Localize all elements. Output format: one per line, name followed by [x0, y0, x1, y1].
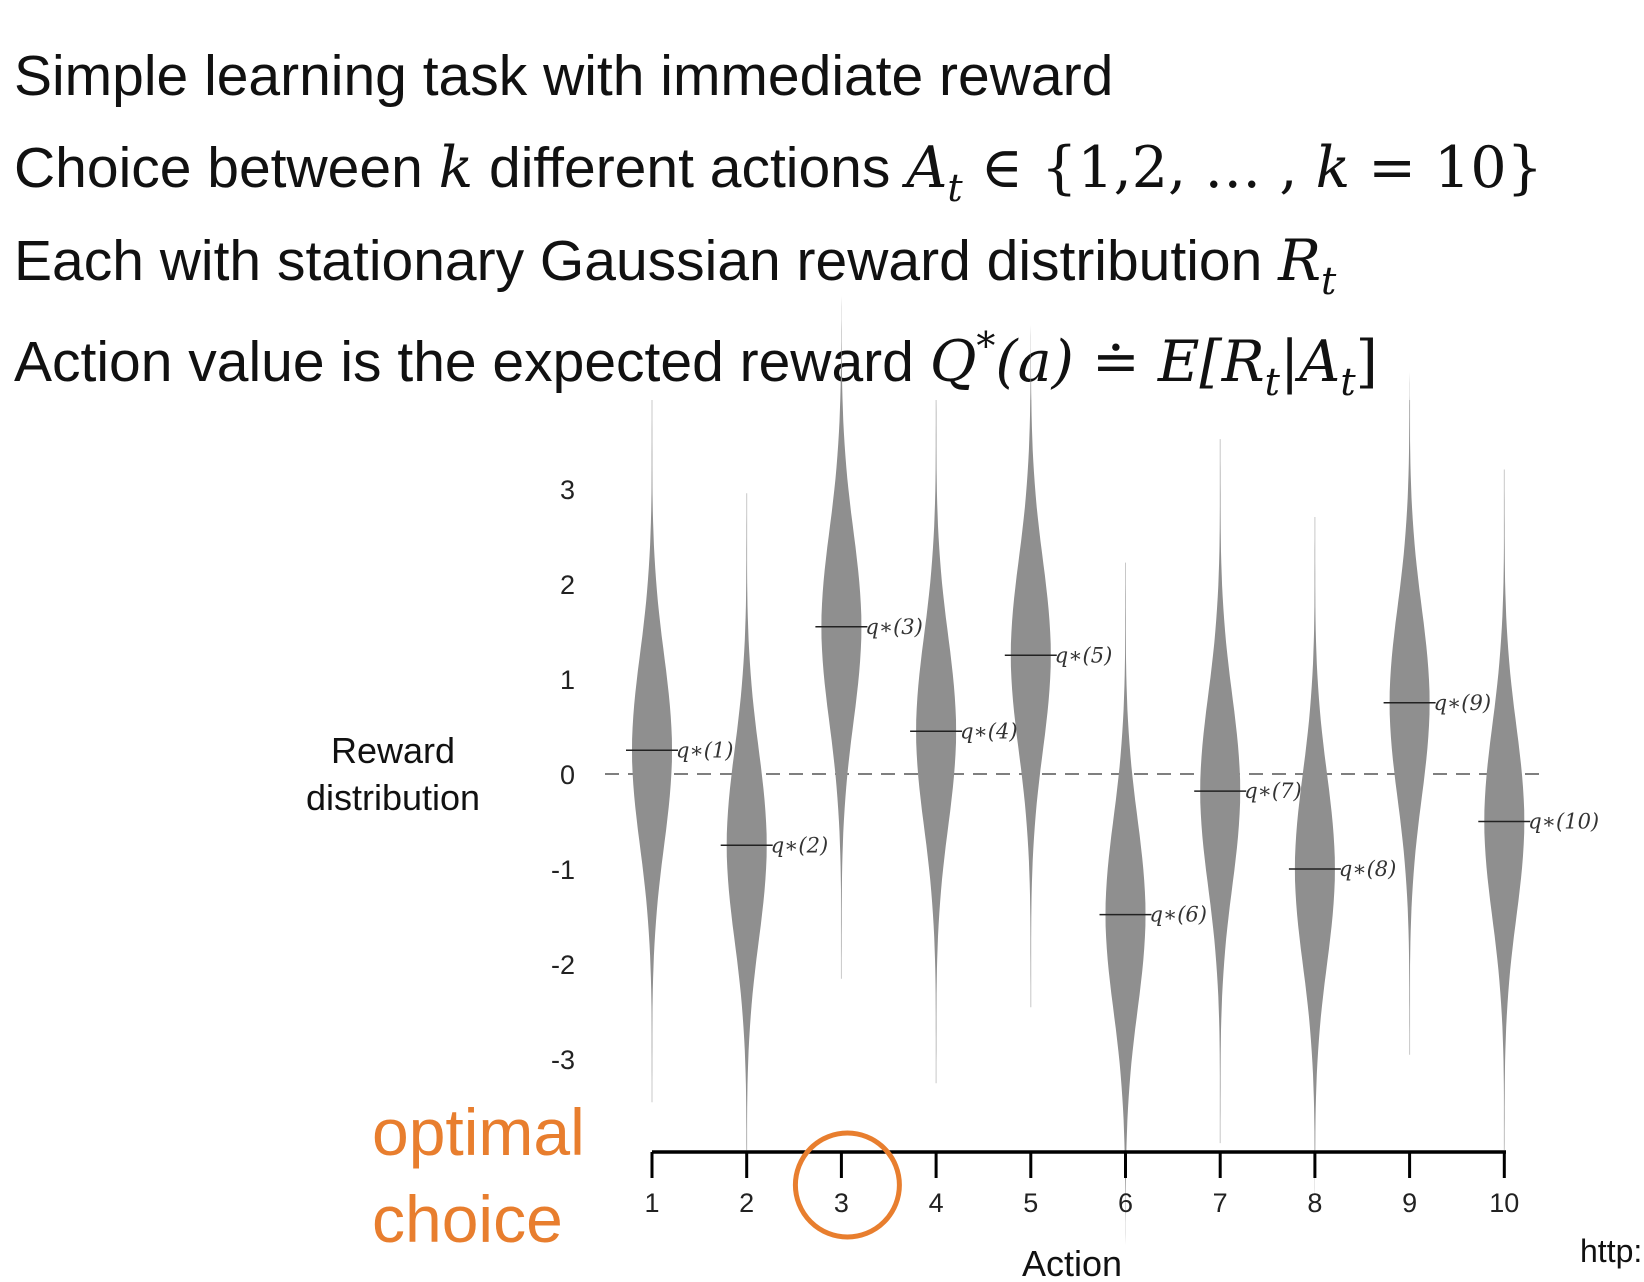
vertical-guides [651, 400, 1505, 1150]
mean-label-action-2: q∗(2) [771, 833, 828, 857]
bullet-1-text: Simple learning task with immediate rewa… [14, 44, 1114, 108]
mean-label-action-9: q∗(9) [1434, 691, 1491, 715]
bullet-gaussian-reward: Each with stationary Gaussian reward dis… [14, 233, 1337, 303]
x-tick-label-9: 9 [1402, 1188, 1417, 1218]
bullet-2-text-a: Choice between [14, 136, 439, 200]
x-tick-label-8: 8 [1307, 1188, 1322, 1218]
bullet-simple-task: Simple learning task with immediate rewa… [14, 48, 1113, 105]
violins [632, 284, 1525, 1257]
mean-label-action-1: q∗(1) [676, 738, 733, 762]
x-tick-label-1: 1 [644, 1188, 659, 1218]
mean-label-action-7: q∗(7) [1244, 779, 1301, 803]
bullet-action-value: Action value is the expected reward Q*(a… [14, 327, 1378, 401]
y-tick-label: 1 [560, 665, 575, 695]
y-tick-label: -3 [551, 1045, 575, 1075]
x-ticks [650, 1152, 1506, 1178]
y-tick-label: -2 [551, 950, 575, 980]
math-A-subscript-2: t [1340, 360, 1356, 404]
mean-label-action-4: q∗(4) [960, 719, 1017, 743]
y-tick-label: 3 [560, 475, 575, 505]
mean-labels: q∗(1) q∗(2) q∗(3) q∗(4) q∗(5) q∗(6) q∗(7) q∗(8)… [676, 615, 1599, 927]
mean-lines [626, 626, 1531, 916]
y-axis-title-line1: Reward [331, 730, 455, 771]
mean-label-action-10: q∗(10) [1528, 810, 1599, 834]
x-tick-label-7: 7 [1213, 1188, 1228, 1218]
bullet-3-text: Each with stationary Gaussian reward dis… [14, 229, 1279, 293]
math-set-close: = 10} [1350, 135, 1543, 201]
math-R-2: R [1221, 329, 1265, 395]
math-k-2: k [1315, 135, 1351, 201]
math-A: A [906, 135, 948, 201]
x-tick-label-10: 10 [1489, 1188, 1519, 1218]
math-close-bracket: ] [1355, 329, 1378, 395]
math-A-subscript: t [947, 166, 963, 210]
math-argument-expectation: (a) ≐ E[ [995, 329, 1222, 395]
mean-label-action-6: q∗(6) [1150, 903, 1207, 927]
bullet-2-text-b: different actions [473, 136, 907, 200]
url-fragment: http: [1580, 1233, 1642, 1269]
math-given-bar: | [1279, 329, 1300, 395]
math-A-2: A [1299, 329, 1341, 395]
math-R: R [1278, 228, 1322, 294]
math-R-subscript: t [1321, 259, 1337, 303]
x-tick-labels: 1 2 3 4 5 6 7 8 9 10 [644, 1188, 1519, 1218]
optimal-choice-circle [792, 1130, 902, 1240]
y-tick-label: 2 [560, 570, 575, 600]
x-tick-label-4: 4 [929, 1188, 944, 1218]
optimal-choice-label-line1: optimal [372, 1095, 585, 1169]
math-k: k [438, 135, 474, 201]
mean-label-action-8: q∗(8) [1339, 857, 1396, 881]
optimal-choice-label-line2: choice [372, 1182, 563, 1256]
math-Q-star: * [976, 324, 996, 368]
x-tick-label-2: 2 [739, 1188, 754, 1218]
y-tick-label: 0 [560, 760, 575, 790]
bullet-4-text: Action value is the expected reward [14, 330, 930, 394]
bullet-choice-actions: Choice between k different actions At ∈ … [14, 140, 1543, 210]
y-tick-label: -1 [551, 855, 575, 885]
math-Q: Q [929, 329, 977, 395]
mean-label-action-5: q∗(5) [1055, 643, 1112, 667]
math-set-open: ∈ {1,2, … , [962, 135, 1316, 201]
x-tick-label-6: 6 [1118, 1188, 1133, 1218]
mean-label-action-3: q∗(3) [865, 615, 922, 639]
x-tick-label-5: 5 [1023, 1188, 1038, 1218]
y-axis-title-line2: distribution [306, 777, 480, 818]
math-R-subscript-2: t [1264, 360, 1280, 404]
x-tick-label-3: 3 [834, 1188, 849, 1218]
x-axis-title: Action [1022, 1243, 1122, 1282]
y-tick-labels: 3 2 1 0 -1 -2 -3 [551, 475, 575, 1075]
